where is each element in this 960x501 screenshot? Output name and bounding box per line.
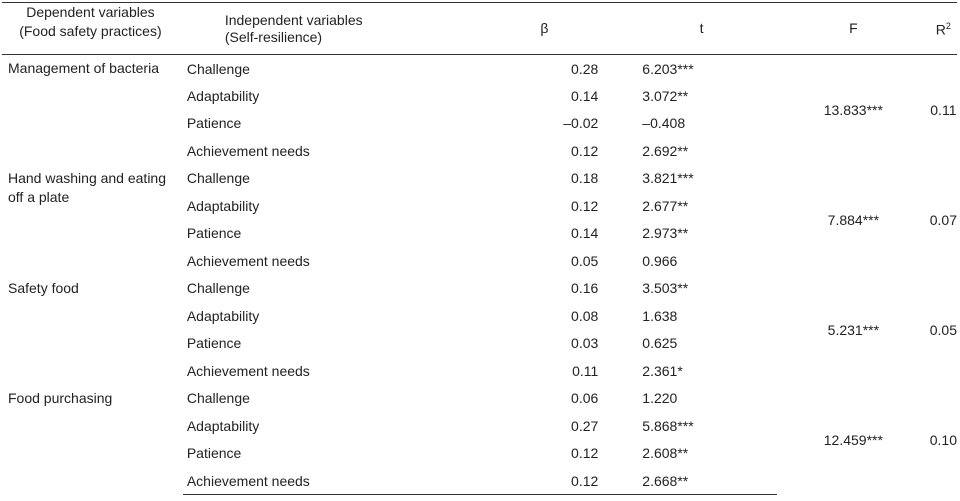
header-beta: β bbox=[412, 2, 607, 55]
t-cell: 6.203*** bbox=[642, 60, 694, 77]
r-squared-cell: 0.05 bbox=[929, 321, 957, 338]
beta-cell: 0.06 bbox=[571, 390, 599, 407]
header-r2-superscript: 2 bbox=[945, 21, 951, 32]
table-row: Adaptability 0.27 5.868*** bbox=[2, 412, 957, 440]
beta-cell: 0.11 bbox=[572, 362, 599, 379]
r-squared-cell: 0.07 bbox=[929, 211, 957, 228]
f-cell: 5.231*** bbox=[827, 321, 880, 338]
table-row: Patience –0.02 –0.408 bbox=[2, 110, 957, 138]
table-row: Achievement needs 0.12 2.668** bbox=[2, 467, 957, 495]
header-t: t bbox=[606, 2, 777, 55]
independent-variable-cell: Achievement needs bbox=[186, 252, 310, 269]
beta-cell: 0.12 bbox=[571, 142, 599, 159]
independent-variable-cell: Challenge bbox=[186, 390, 250, 407]
f-cell: 7.884*** bbox=[827, 211, 880, 228]
t-cell: 2.973** bbox=[642, 225, 689, 242]
independent-variable-cell: Achievement needs bbox=[182, 467, 413, 495]
header-independent-variables: Independent variables (Self-resilience) bbox=[182, 2, 413, 55]
beta-cell: 0.05 bbox=[571, 252, 599, 269]
independent-variable-cell: Patience bbox=[186, 225, 242, 242]
beta-cell: –0.02 bbox=[563, 115, 599, 132]
table-row: Food purchasing Challenge 0.06 1.220 12.… bbox=[2, 385, 957, 448]
beta-cell: 0.14 bbox=[571, 87, 599, 104]
independent-variable-cell: Challenge bbox=[186, 280, 250, 297]
beta-cell: 0.14 bbox=[571, 225, 599, 242]
table-row: Patience 0.03 0.625 bbox=[2, 330, 957, 358]
header-r-squared: R2 bbox=[929, 2, 957, 55]
t-cell: 2.692** bbox=[642, 142, 689, 159]
beta-cell: 0.03 bbox=[571, 335, 599, 352]
table-row: Achievement needs 0.11 2.361* bbox=[2, 357, 957, 385]
table-row: Adaptability 0.08 1.638 bbox=[2, 302, 957, 330]
table-row: Hand washing and eating off a plate Chal… bbox=[2, 165, 957, 228]
table-row: Adaptability 0.12 2.677** bbox=[2, 192, 957, 220]
beta-cell: 0.16 bbox=[571, 280, 599, 297]
table-body: Management of bacteria Challenge 0.28 6.… bbox=[2, 55, 957, 495]
header-dependent-variables: Dependent variables (Food safety practic… bbox=[2, 2, 183, 55]
f-cell: 12.459*** bbox=[823, 431, 883, 448]
beta-cell: 0.08 bbox=[571, 307, 599, 324]
independent-variable-cell: Achievement needs bbox=[186, 142, 310, 159]
table-row: Achievement needs 0.12 2.692** bbox=[2, 137, 957, 165]
dependent-variable-cell: Hand washing and eating off a plate bbox=[8, 169, 167, 205]
table-row: Patience 0.14 2.973** bbox=[2, 220, 957, 248]
dependent-variable-cell: Management of bacteria bbox=[8, 60, 159, 76]
t-cell: 3.503** bbox=[642, 280, 689, 297]
independent-variable-cell: Adaptability bbox=[186, 307, 260, 324]
t-cell: 2.361* bbox=[642, 362, 683, 379]
table-row: Adaptability 0.14 3.072** bbox=[2, 82, 957, 110]
table-row: Safety food Challenge 0.16 3.503** 5.231… bbox=[2, 275, 957, 338]
t-cell: –0.408 bbox=[642, 115, 686, 132]
t-cell: 0.966 bbox=[642, 252, 678, 269]
header-dependent-line1: Dependent variables bbox=[26, 4, 155, 20]
table-row: Achievement needs 0.05 0.966 bbox=[2, 247, 957, 275]
t-cell: 1.638 bbox=[642, 307, 678, 324]
r-squared-cell: 0.10 bbox=[929, 431, 957, 448]
header-independent-line1: Independent variables bbox=[224, 11, 363, 28]
independent-variable-cell: Patience bbox=[186, 115, 242, 132]
header-independent-line2: (Self-resilience) bbox=[224, 28, 323, 45]
header-dependent-line2: (Food safety practices) bbox=[19, 23, 162, 39]
independent-variable-cell: Challenge bbox=[186, 170, 250, 187]
regression-table: Dependent variables (Food safety practic… bbox=[2, 2, 957, 495]
independent-variable-cell: Adaptability bbox=[186, 417, 260, 434]
t-cell: 3.072** bbox=[642, 87, 689, 104]
independent-variable-cell: Patience bbox=[186, 335, 242, 352]
f-cell: 13.833*** bbox=[823, 101, 883, 118]
independent-variable-cell: Challenge bbox=[186, 60, 250, 77]
beta-cell: 0.12 bbox=[571, 197, 599, 214]
dependent-variable-cell: Food purchasing bbox=[8, 389, 113, 406]
independent-variable-cell: Adaptability bbox=[186, 87, 260, 104]
t-cell: 2.677** bbox=[642, 197, 689, 214]
independent-variable-cell: Adaptability bbox=[186, 197, 260, 214]
beta-cell: 0.28 bbox=[571, 60, 599, 77]
header-f: F bbox=[776, 2, 930, 55]
dependent-variable-cell: Safety food bbox=[8, 279, 79, 296]
t-cell: 2.668** bbox=[606, 467, 777, 495]
header-row: Dependent variables (Food safety practic… bbox=[2, 2, 957, 55]
beta-cell: 0.18 bbox=[571, 170, 599, 187]
r-squared-cell: 0.11 bbox=[930, 101, 957, 118]
independent-variable-cell: Achievement needs bbox=[186, 362, 310, 379]
table-row: Patience 0.12 2.608** bbox=[2, 440, 957, 468]
t-cell: 3.821*** bbox=[642, 170, 694, 187]
table-row: Management of bacteria Challenge 0.28 6.… bbox=[2, 55, 957, 118]
beta-cell: 0.12 bbox=[412, 467, 607, 495]
header-r2-base: R bbox=[935, 21, 946, 38]
t-cell: 2.608** bbox=[642, 445, 689, 462]
table-header: Dependent variables (Food safety practic… bbox=[2, 2, 957, 55]
independent-variable-cell: Patience bbox=[186, 445, 242, 462]
t-cell: 5.868*** bbox=[642, 417, 694, 434]
beta-cell: 0.27 bbox=[571, 417, 599, 434]
beta-cell: 0.12 bbox=[571, 445, 599, 462]
t-cell: 0.625 bbox=[642, 335, 678, 352]
t-cell: 1.220 bbox=[642, 390, 678, 407]
